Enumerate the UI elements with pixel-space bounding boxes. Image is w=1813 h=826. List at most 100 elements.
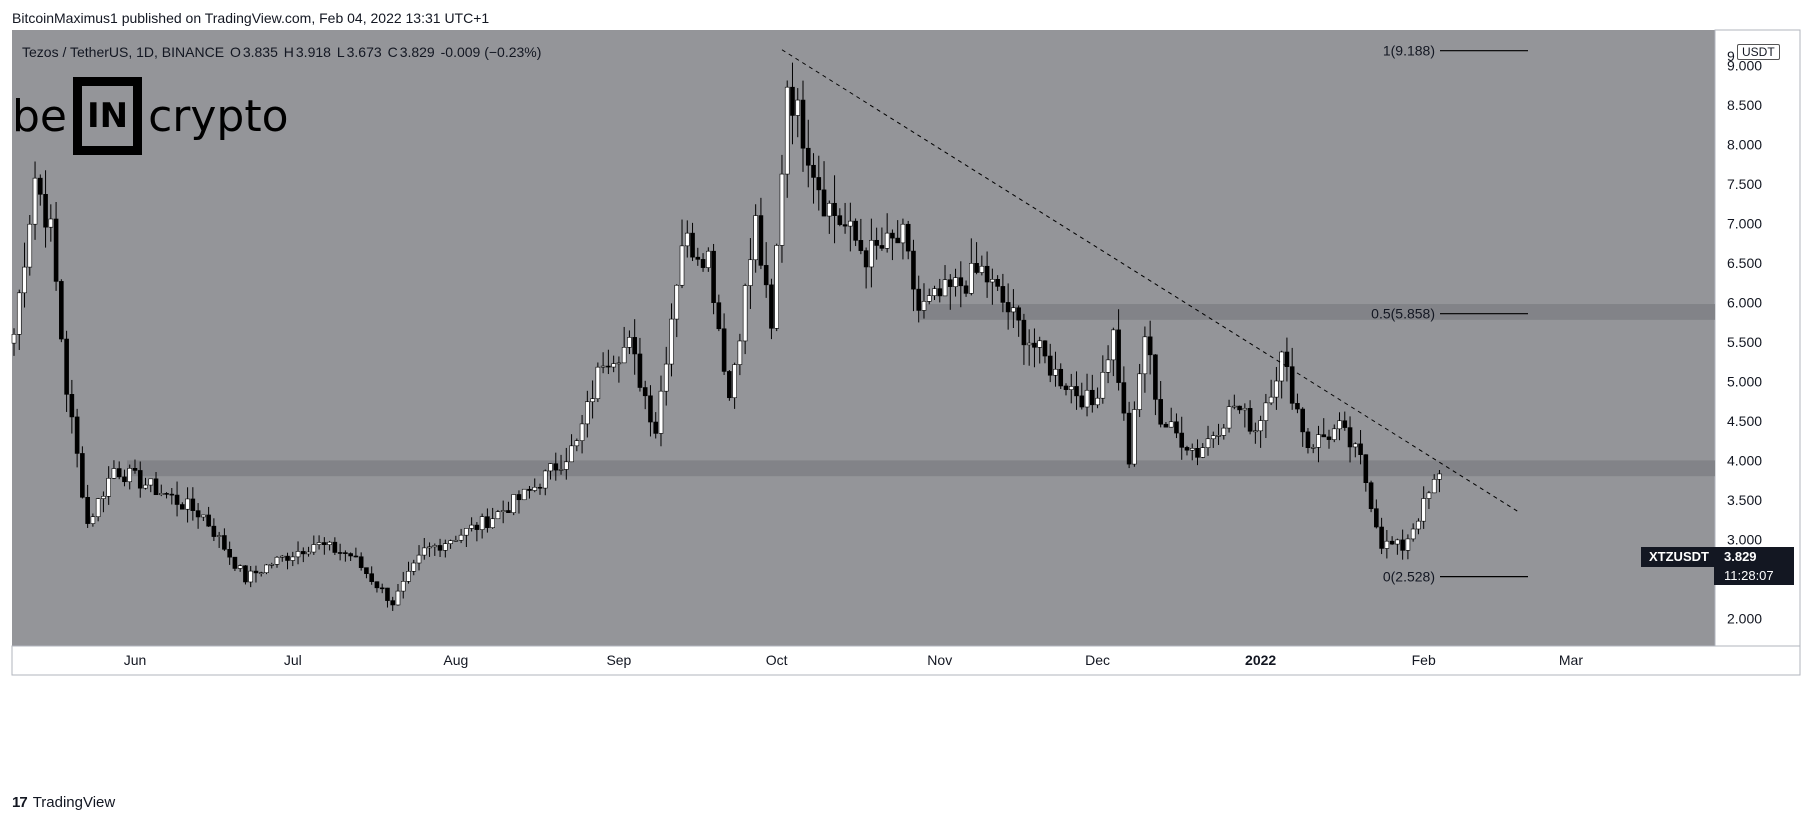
candle-body <box>537 486 543 489</box>
candle-body <box>1005 302 1011 313</box>
candle-body <box>1258 420 1263 432</box>
candle-body <box>1326 436 1332 440</box>
candle-body <box>937 288 943 297</box>
candle-body <box>1289 366 1295 404</box>
y-tick-label: 5.000 <box>1727 373 1762 389</box>
candle-body <box>374 581 380 589</box>
y-tick-label: 9 <box>1727 48 1735 64</box>
y-tick-label: 3.500 <box>1727 492 1762 508</box>
candle-body <box>464 528 469 536</box>
candle-body <box>1210 435 1216 440</box>
candle-body <box>1042 340 1048 357</box>
candle-body <box>32 177 38 225</box>
x-tick-label: Dec <box>1085 652 1110 668</box>
candle-body <box>1226 406 1232 429</box>
candle-body <box>169 493 175 496</box>
candle-body <box>185 498 190 510</box>
candle-body <box>1305 431 1311 448</box>
y-tick-label: 5.500 <box>1727 334 1762 350</box>
candle-body <box>663 363 669 392</box>
candle-body <box>22 266 27 294</box>
candle-body <box>563 461 569 470</box>
candle-body <box>479 516 485 530</box>
candle-body <box>1116 329 1121 383</box>
candle-body <box>274 556 280 565</box>
watermark-right: crypto <box>148 90 289 142</box>
time-axis <box>11 645 1801 676</box>
candle-body <box>1095 397 1100 406</box>
resistance-zone <box>127 460 1715 477</box>
candle-body <box>700 259 706 268</box>
candle-body <box>642 387 648 397</box>
candle-body <box>1253 430 1258 433</box>
candle-body <box>222 535 227 550</box>
candle-body <box>1368 482 1374 509</box>
candle-body <box>400 581 406 592</box>
candle-body <box>947 279 953 287</box>
candle-body <box>406 570 411 582</box>
candle-body <box>1316 434 1321 448</box>
candle-body <box>1142 336 1148 375</box>
candle-body <box>358 556 364 568</box>
candle-body <box>732 364 737 399</box>
candle-body <box>737 340 743 365</box>
x-tick-label: Mar <box>1559 652 1583 668</box>
candle-body <box>874 239 879 246</box>
candle-body <box>1084 389 1090 408</box>
candle-body <box>890 232 895 239</box>
candle-body <box>1032 342 1037 348</box>
y-tick-label: 6.000 <box>1727 294 1762 310</box>
candle-body <box>926 295 932 302</box>
last-price-tag: 3.829 11:28:07 <box>1714 547 1794 585</box>
candle-body <box>769 284 774 329</box>
candle-body <box>821 189 827 217</box>
candle-body <box>1384 540 1390 549</box>
candle-body <box>74 416 80 454</box>
candle-body <box>690 232 695 258</box>
candle-body <box>695 256 701 260</box>
beincrypto-watermark: be IN crypto <box>12 76 289 156</box>
open-label: O <box>229 44 241 60</box>
candle-body <box>548 463 553 472</box>
candle-body <box>679 245 685 286</box>
candle-body <box>95 498 101 518</box>
candle-body <box>816 177 822 191</box>
candle-body <box>1426 492 1432 499</box>
candle-body <box>190 498 196 511</box>
candle-body <box>969 263 974 294</box>
candle-body <box>748 259 753 286</box>
candle-body <box>637 353 643 388</box>
candle-body <box>1389 540 1395 545</box>
candle-body <box>932 288 937 296</box>
x-tick-label: Aug <box>443 652 468 668</box>
candle-body <box>343 552 348 554</box>
x-tick-label: Oct <box>766 652 788 668</box>
candle-body <box>1174 421 1179 434</box>
candle-body <box>953 277 958 287</box>
fib-level-label: 0(2.528) <box>1383 569 1435 585</box>
candle-body <box>495 511 501 520</box>
candle-body <box>585 401 590 425</box>
y-tick-label: 9.000 <box>1727 58 1762 74</box>
candle-body <box>237 565 243 569</box>
candle-body <box>64 338 69 395</box>
candle-body <box>1331 428 1337 440</box>
candle-body <box>48 218 54 228</box>
candle-body <box>516 494 522 501</box>
candle-body <box>553 463 559 471</box>
candle-body <box>69 394 75 418</box>
descending-trendline <box>781 49 1519 513</box>
candle-body <box>1274 380 1279 398</box>
candle-body <box>164 493 169 495</box>
candle-body <box>1026 342 1032 346</box>
candle-body <box>716 302 722 330</box>
watermark-box: IN <box>73 77 143 155</box>
candle-body <box>1090 389 1095 406</box>
candle-body <box>1358 443 1363 455</box>
currency-label[interactable]: USDT <box>1737 44 1780 60</box>
candle-body <box>669 318 674 365</box>
candle-body <box>421 547 427 556</box>
candle-body <box>43 194 48 228</box>
y-tick-label: 6.500 <box>1727 255 1762 271</box>
